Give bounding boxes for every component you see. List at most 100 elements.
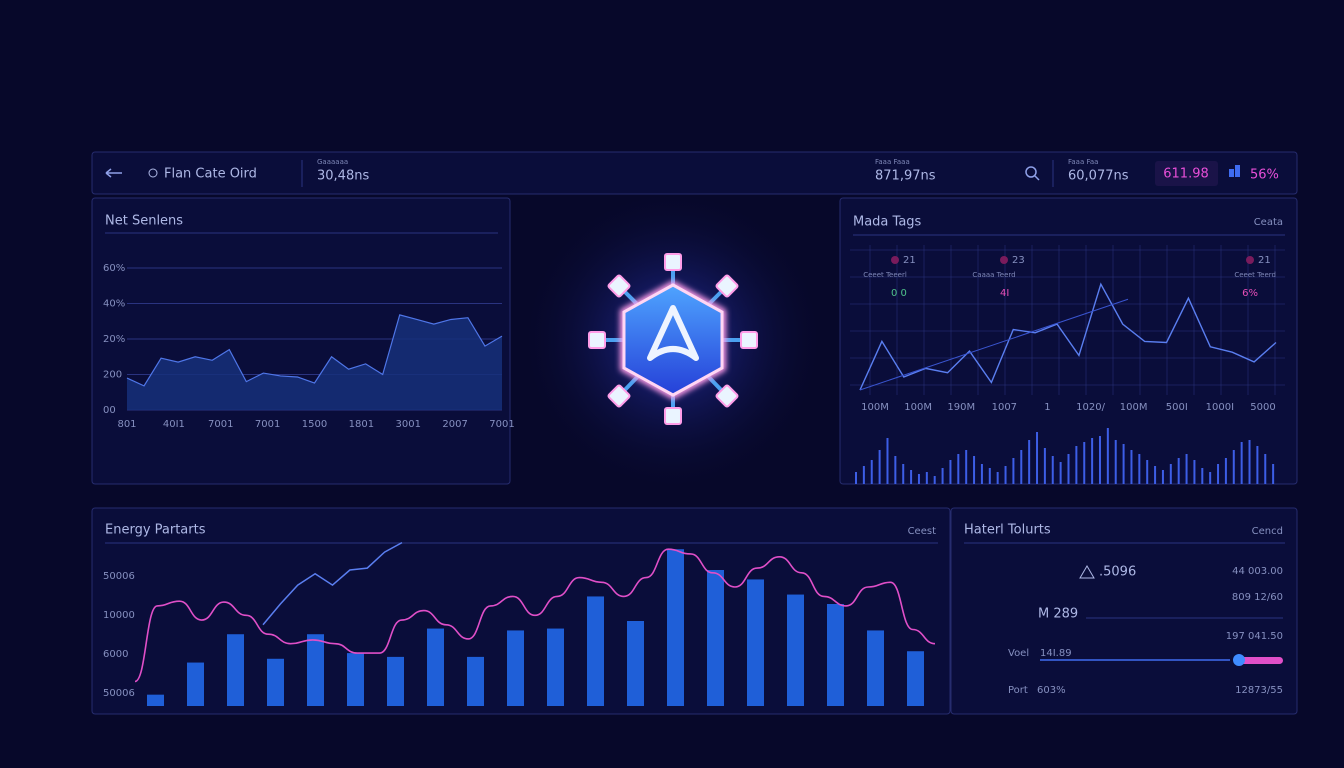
bar — [862, 466, 865, 484]
bar — [187, 662, 204, 706]
bar — [1091, 438, 1094, 484]
stat-value: 60,077ns — [1068, 169, 1129, 184]
bar — [707, 570, 724, 706]
slider-fill — [1236, 657, 1283, 664]
bar — [467, 656, 484, 706]
trend-line — [859, 298, 1129, 391]
x-tick-label: 801 — [117, 419, 136, 430]
bar — [1004, 466, 1007, 484]
line — [859, 282, 1277, 391]
panel-action[interactable]: Cencd — [1252, 526, 1283, 537]
bar — [941, 468, 944, 484]
hatel-panel — [950, 507, 1298, 715]
y-tick-label: 50006 — [103, 688, 135, 699]
x-tick-label: 500I — [1166, 402, 1188, 413]
x-tick-label: 1 — [1044, 402, 1050, 413]
bar — [1193, 460, 1196, 484]
x-tick-label: 190M — [947, 402, 975, 413]
search-button — [1034, 175, 1040, 181]
bar — [1106, 428, 1109, 484]
curve — [134, 548, 936, 683]
badge — [1155, 161, 1218, 186]
x-tick-label: 7001 — [255, 419, 280, 430]
bar — [1043, 448, 1046, 484]
x-tick-label: 1500 — [302, 419, 327, 430]
badge-value: 611.98 — [1163, 167, 1209, 182]
panel-action[interactable]: Ceata — [1254, 217, 1283, 228]
bar — [907, 651, 924, 706]
bar — [988, 468, 991, 484]
y-tick-label: 60% — [103, 263, 125, 274]
bar — [949, 460, 952, 484]
port-value: 603% — [1037, 685, 1066, 696]
stat-value: 871,97ns — [875, 169, 936, 184]
bar — [267, 658, 284, 706]
x-tick-label: 1000I — [1206, 402, 1234, 413]
energy-panel — [91, 507, 951, 715]
row-value: 809 12/60 — [1232, 592, 1283, 603]
bar — [925, 472, 928, 484]
bar — [507, 630, 524, 706]
row-value: 12873/55 — [1235, 685, 1283, 696]
bar — [547, 628, 564, 706]
bar — [1075, 446, 1078, 484]
marker-count: 21 — [1258, 255, 1271, 266]
bar — [307, 634, 324, 706]
bar — [973, 456, 976, 484]
stat-value: 30,48ns — [317, 169, 369, 184]
back-button[interactable] — [105, 168, 122, 178]
bar — [965, 450, 968, 484]
bar — [627, 621, 644, 706]
bar — [1161, 470, 1164, 484]
x-tick-label: 3001 — [396, 419, 421, 430]
bar — [980, 464, 983, 484]
bar — [747, 579, 764, 706]
bar — [1051, 456, 1054, 484]
x-tick-label: 1007 — [992, 402, 1017, 413]
percent-icon — [1229, 169, 1234, 177]
bar — [867, 630, 884, 706]
marker-label: Ceeet Teeerl — [863, 271, 907, 279]
bar — [1224, 458, 1227, 484]
header-title: Flan Cate Oird — [164, 167, 257, 182]
bar — [933, 476, 936, 484]
x-tick-label: 1020/ — [1076, 402, 1105, 413]
bar — [996, 472, 999, 484]
bar — [1248, 440, 1251, 484]
bar — [1012, 458, 1015, 484]
bar — [787, 594, 804, 706]
x-tick-label: 100M — [861, 402, 889, 413]
bar — [147, 694, 164, 706]
bar — [587, 596, 604, 706]
line — [126, 314, 503, 387]
bar — [667, 549, 684, 706]
bar — [1256, 446, 1259, 484]
slider-handle[interactable] — [1233, 654, 1245, 666]
stat-label: Gaaaaaa — [317, 158, 348, 166]
panel-title: Energy Partarts — [105, 523, 206, 538]
y-tick-label: 40% — [103, 299, 125, 310]
bar — [1114, 440, 1117, 484]
bar — [902, 464, 905, 484]
bar — [1036, 432, 1039, 484]
marker-dot — [891, 256, 899, 264]
bar — [1067, 454, 1070, 484]
marker-sub: 6% — [1242, 288, 1258, 299]
bar — [427, 628, 444, 706]
bar — [917, 474, 920, 484]
x-tick-label: 40I1 — [163, 419, 185, 430]
x-tick-label: 5000 — [1250, 402, 1275, 413]
bar — [1264, 454, 1267, 484]
bar — [870, 460, 873, 484]
y-tick-label: 10000 — [103, 610, 135, 621]
panel-action[interactable]: Ceest — [908, 526, 936, 537]
bar — [886, 438, 889, 484]
bar — [894, 456, 897, 484]
search-button[interactable] — [1025, 166, 1037, 178]
x-tick-label: 2007 — [442, 419, 467, 430]
panel-title: Net Senlens — [105, 214, 183, 229]
bar — [1217, 464, 1220, 484]
bar — [1098, 436, 1101, 484]
y-tick-label: 00 — [103, 405, 116, 416]
line — [262, 541, 403, 626]
